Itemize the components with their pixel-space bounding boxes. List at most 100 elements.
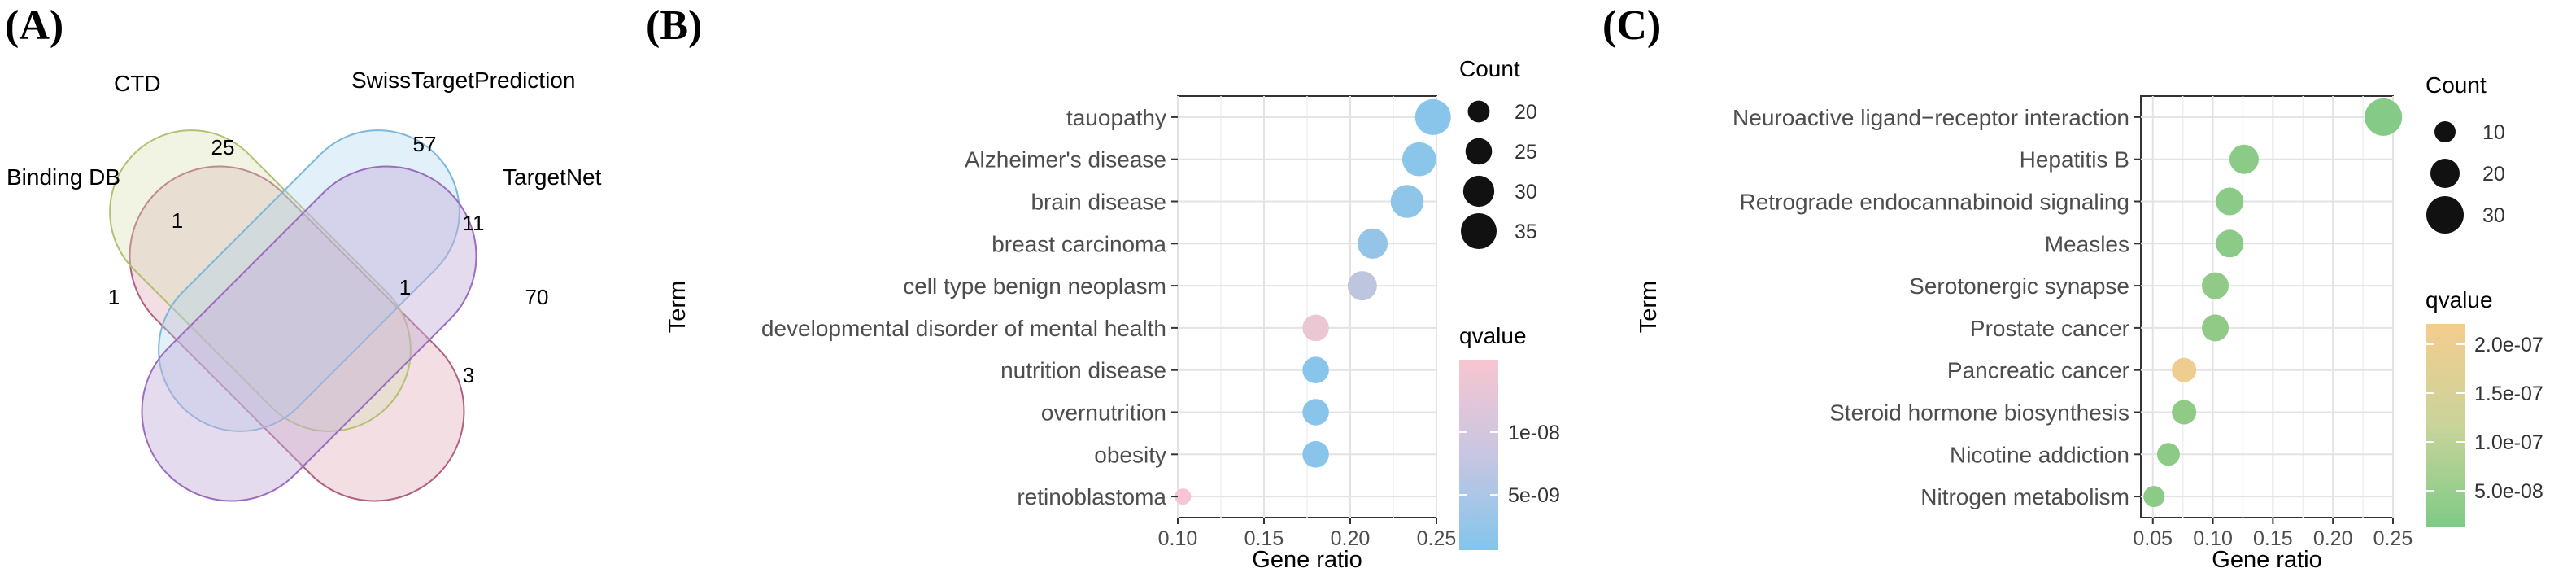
colorbar-label: 1e-08 — [1508, 422, 1560, 444]
data-point — [2216, 229, 2244, 258]
venn-set-label: SwissTargetPrediction — [351, 68, 575, 93]
legend-size-key — [2426, 196, 2464, 234]
y-tick-label: Measles — [2045, 231, 2129, 256]
x-axis: 0.10 0.15 0.20 0.25 — [1158, 518, 1457, 550]
dot-series — [2143, 98, 2403, 508]
y-tick-label: Nicotine addiction — [1950, 442, 2129, 467]
y-tick-label: Steroid hormone biosynthesis — [1829, 400, 2129, 426]
data-point — [1302, 356, 1329, 383]
legend-size-key — [2434, 121, 2456, 142]
legend-size-key — [1465, 138, 1493, 165]
data-point — [1390, 185, 1424, 218]
legend-size-label: 10 — [2482, 121, 2505, 144]
venn-set-targetnet — [141, 165, 477, 502]
venn-region-count: 1 — [108, 285, 120, 309]
legend-size-key — [1467, 100, 1490, 123]
data-point — [2156, 443, 2180, 466]
legend-title: Count — [1459, 56, 1520, 81]
legend-size-key — [1461, 213, 1497, 249]
data-point — [1414, 98, 1451, 135]
venn-region-count: 1 — [399, 275, 411, 299]
legend-size-label: 20 — [1515, 101, 1537, 124]
y-axis-title: Term — [665, 281, 691, 333]
data-point — [1347, 271, 1377, 301]
y-axis: tauopathy Alzheimer's disease brain diseas… — [761, 105, 1178, 509]
y-tick-label: Nitrogen metabolism — [1920, 484, 2129, 509]
panel-label-c: (C) — [1602, 2, 1661, 49]
grid — [2141, 96, 2394, 518]
y-tick-label: Prostate cancer — [1970, 316, 2129, 341]
venn-region-count: 57 — [413, 132, 437, 156]
x-tick-label: 0.10 — [1158, 527, 1198, 550]
dot-series — [1175, 98, 1451, 505]
colorbar — [1459, 360, 1498, 550]
size-legend-items: 20 25 30 35 — [1461, 100, 1537, 249]
x-tick-label: 0.20 — [2313, 527, 2353, 550]
data-point — [2172, 357, 2197, 382]
y-tick-label: Pancreatic cancer — [1947, 358, 2129, 383]
size-legend-items: 10 20 30 — [2426, 121, 2505, 234]
x-axis-title: Gene ratio — [1252, 547, 1362, 573]
color-legend: qvalue 2.0e-07 1.5e-07 1.0e-07 5.0e-08 — [2426, 287, 2543, 527]
data-point — [2143, 486, 2165, 508]
venn-region-count: 1 — [172, 208, 183, 233]
data-point — [1302, 314, 1329, 342]
venn-set-swiss — [158, 129, 460, 432]
y-tick-label: brain disease — [1031, 190, 1166, 215]
data-point — [2216, 187, 2244, 216]
legend-size-key — [2430, 159, 2460, 188]
x-axis: 0.05 0.10 0.15 0.20 0.25 — [2133, 518, 2413, 550]
data-point — [2202, 272, 2229, 299]
y-tick-label: obesity — [1094, 442, 1166, 467]
legend-size-label: 30 — [2482, 204, 2505, 227]
dotplot-b: tauopathy Alzheimer's disease brain diseas… — [665, 56, 1560, 573]
x-tick-label: 0.25 — [2373, 527, 2413, 550]
colorbar-label: 1.5e-07 — [2474, 382, 2543, 405]
colorbar-ticks: 1e-08 5e-09 — [1459, 422, 1560, 507]
x-tick-label: 0.20 — [1331, 527, 1371, 550]
y-tick-label: Retrograde endocannabinoid signaling — [1740, 190, 2129, 215]
colorbar-label: 1.0e-07 — [2474, 431, 2543, 454]
x-tick-label: 0.25 — [1417, 527, 1457, 550]
legend-size-label: 30 — [1515, 181, 1537, 203]
legend-title: qvalue — [1459, 323, 1527, 348]
dotplot-c: Neuroactive ligand−receptor interaction H… — [1636, 72, 2543, 573]
y-tick-label: nutrition disease — [1000, 358, 1166, 383]
venn-region-count: 11 — [463, 211, 485, 235]
x-axis-title: Gene ratio — [2212, 547, 2321, 573]
data-point — [1401, 142, 1436, 177]
venn-set-label: CTD — [114, 71, 161, 96]
x-tick-label: 0.05 — [2133, 527, 2173, 550]
y-tick-label: developmental disorder of mental health — [761, 316, 1166, 341]
data-point — [1302, 441, 1329, 468]
colorbar-label: 2.0e-07 — [2474, 334, 2543, 356]
legend-size-key — [1462, 175, 1495, 208]
legend-size-label: 20 — [2482, 163, 2505, 186]
y-axis: Neuroactive ligand−receptor interaction H… — [1733, 105, 2141, 509]
venn-region-count: 3 — [463, 363, 474, 387]
x-tick-label: 0.10 — [2193, 527, 2233, 550]
venn-set-ctd — [109, 129, 412, 432]
x-tick-label: 0.15 — [2253, 527, 2293, 550]
y-tick-label: Neuroactive ligand−receptor interaction — [1733, 105, 2129, 130]
y-tick-label: cell type benign neoplasm — [903, 273, 1166, 299]
venn-set-label: Binding DB — [7, 164, 120, 190]
venn-diagram: Binding DB CTD SwissTargetPrediction Tar… — [7, 68, 602, 502]
data-point — [1357, 228, 1388, 259]
legend-size-label: 25 — [1515, 141, 1537, 164]
data-point — [2229, 144, 2259, 174]
data-point — [2172, 400, 2197, 425]
legend-title: Count — [2426, 72, 2487, 98]
colorbar-label: 5e-09 — [1508, 484, 1560, 507]
y-tick-label: tauopathy — [1066, 105, 1166, 130]
y-tick-label: Serotonergic synapse — [1909, 273, 2129, 299]
venn-set-label: TargetNet — [503, 164, 602, 190]
size-legend: Count 10 20 30 — [2426, 72, 2505, 234]
x-tick-label: 0.15 — [1244, 527, 1284, 550]
legend-size-label: 35 — [1515, 221, 1537, 243]
y-tick-label: Alzheimer's disease — [965, 147, 1166, 173]
panel-label-b: (B) — [646, 2, 702, 49]
colorbar — [2426, 324, 2465, 527]
y-axis-title: Term — [1636, 281, 1662, 333]
venn-region-count: 70 — [525, 285, 549, 309]
